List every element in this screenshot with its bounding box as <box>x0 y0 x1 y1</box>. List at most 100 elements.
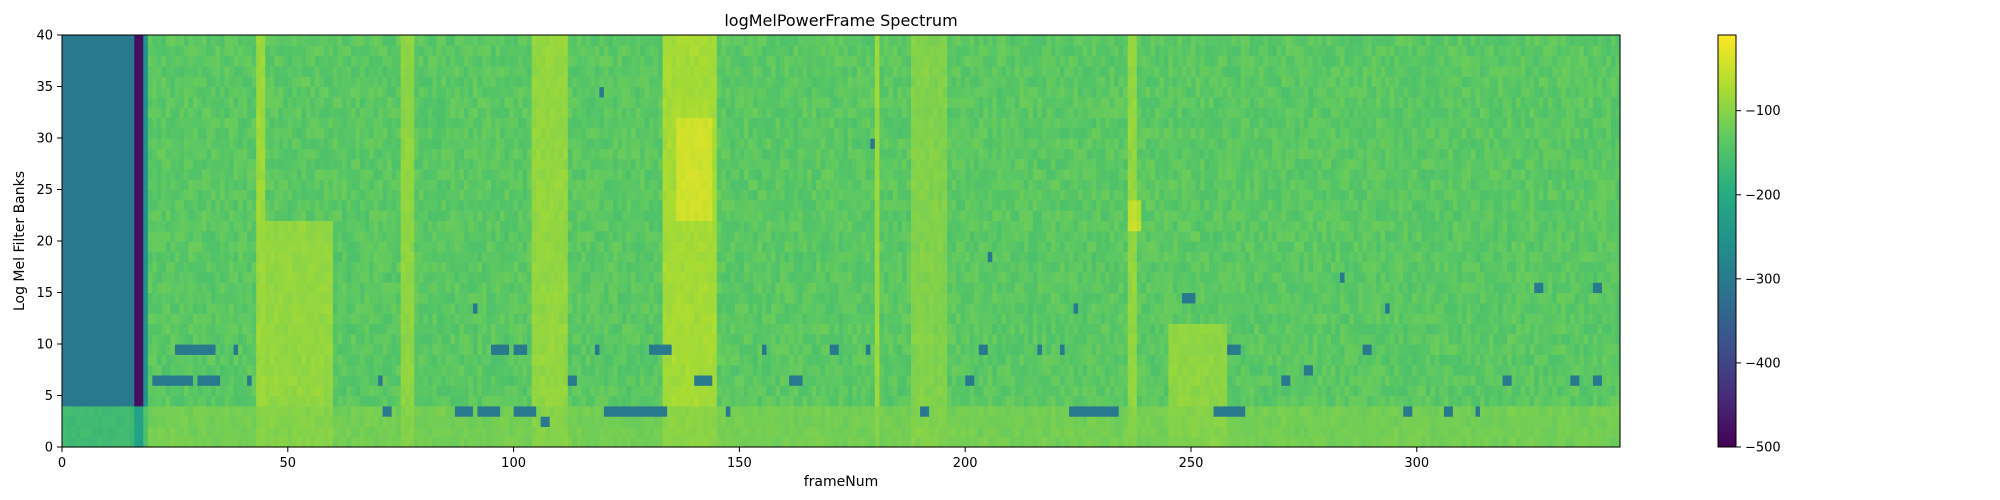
heatmap-cell <box>549 292 555 304</box>
heatmap-cell <box>1498 364 1504 376</box>
heatmap-cell <box>1308 313 1314 324</box>
heatmap-cell <box>1556 302 1562 314</box>
heatmap-cell <box>220 405 226 417</box>
heatmap-cell <box>1236 354 1242 366</box>
heatmap-cell <box>599 354 605 366</box>
heatmap-cell <box>1294 405 1300 417</box>
heatmap-cell <box>1448 344 1454 355</box>
heatmap-cell <box>942 313 948 324</box>
heatmap-cell <box>188 323 194 335</box>
heatmap-cell <box>1299 354 1305 366</box>
heatmap-cell <box>436 354 442 366</box>
heatmap-cell <box>1050 364 1057 376</box>
heatmap-cell <box>491 302 497 314</box>
heatmap-cell <box>233 416 239 427</box>
heatmap-cell <box>974 395 980 407</box>
heatmap-cell <box>129 354 135 366</box>
heatmap-cell <box>1118 344 1124 355</box>
heatmap-cell <box>1177 364 1183 376</box>
heatmap-cell <box>1100 426 1106 438</box>
heatmap-cell <box>274 323 280 335</box>
heatmap-cell <box>518 385 524 397</box>
heatmap-cell <box>793 302 799 314</box>
heatmap-cell <box>789 292 795 304</box>
heatmap-cell <box>707 405 713 417</box>
heatmap-cell <box>698 405 704 417</box>
heatmap-cell <box>1610 405 1617 417</box>
heatmap-cell <box>1281 344 1287 355</box>
heatmap-cell <box>206 344 212 355</box>
heatmap-cell <box>161 385 167 397</box>
heatmap-cell <box>174 395 181 407</box>
heatmap-cell <box>278 313 284 324</box>
heatmap-cell <box>463 426 470 438</box>
heatmap-cell <box>1172 354 1179 366</box>
heatmap-cell <box>540 364 546 376</box>
heatmap-cell <box>1177 302 1183 314</box>
heatmap-cell <box>147 426 153 438</box>
heatmap-cell <box>1037 385 1043 397</box>
heatmap-cell <box>1489 426 1495 438</box>
heatmap-cell <box>694 416 700 427</box>
heatmap-cell <box>996 395 1002 407</box>
heatmap-cell <box>924 395 930 407</box>
heatmap-cell <box>296 416 302 427</box>
heatmap-cell <box>1592 426 1599 438</box>
heatmap-cell <box>1195 313 1201 324</box>
heatmap-cell <box>1014 426 1020 438</box>
heatmap-cell <box>1574 426 1580 438</box>
heatmap-cell <box>947 436 953 448</box>
heatmap-cell <box>698 364 704 376</box>
heatmap-cell <box>1087 395 1093 407</box>
heatmap-cell <box>1380 395 1386 407</box>
heatmap-cell <box>1060 374 1066 386</box>
heatmap-cell <box>1136 302 1142 314</box>
heatmap-cell <box>843 426 849 438</box>
heatmap-cell <box>80 364 86 376</box>
heatmap-cell <box>1529 354 1535 366</box>
heatmap-cell <box>80 385 86 397</box>
heatmap-cell <box>405 344 411 355</box>
heatmap-cell <box>143 333 149 345</box>
heatmap-cell <box>102 416 108 427</box>
heatmap-cell <box>1168 354 1174 366</box>
heatmap-cell <box>1154 333 1160 345</box>
heatmap-cell <box>1552 426 1558 438</box>
heatmap-cell <box>1606 344 1612 355</box>
heatmap-cell <box>84 436 90 448</box>
heatmap-cell <box>1425 416 1431 427</box>
heatmap-cell <box>301 313 307 324</box>
heatmap-cell <box>965 333 971 345</box>
heatmap-cell <box>811 292 817 304</box>
heatmap-cell <box>314 426 321 438</box>
heatmap-cell <box>1556 374 1562 386</box>
heatmap-cell <box>129 436 135 448</box>
heatmap-cell <box>387 292 393 304</box>
heatmap-cell <box>179 385 185 397</box>
heatmap-cell <box>1064 395 1070 407</box>
heatmap-cell <box>933 416 939 427</box>
heatmap-cell <box>197 395 203 407</box>
heatmap-cell <box>861 354 867 366</box>
heatmap-cell <box>1385 302 1391 314</box>
heatmap-cell <box>811 374 817 386</box>
heatmap-cell <box>1579 426 1585 438</box>
heatmap-cell <box>80 405 86 417</box>
heatmap-cell <box>585 292 591 304</box>
heatmap-cell <box>829 364 835 376</box>
heatmap-cell <box>1109 313 1115 324</box>
heatmap-cell <box>1376 385 1382 397</box>
heatmap-cell <box>527 436 533 448</box>
heatmap-cell <box>1014 313 1020 324</box>
heatmap-cell <box>1448 333 1454 345</box>
heatmap-cell <box>1326 323 1332 335</box>
heatmap-cell <box>287 416 293 427</box>
heatmap-cell <box>897 395 903 407</box>
heatmap-cell <box>93 354 99 366</box>
heatmap-cell <box>1109 374 1115 386</box>
heatmap-cell <box>260 426 266 438</box>
heatmap-cell <box>761 395 768 407</box>
heatmap-cell <box>969 436 975 448</box>
heatmap-cell <box>1470 416 1477 427</box>
heatmap-cell <box>1610 302 1617 314</box>
